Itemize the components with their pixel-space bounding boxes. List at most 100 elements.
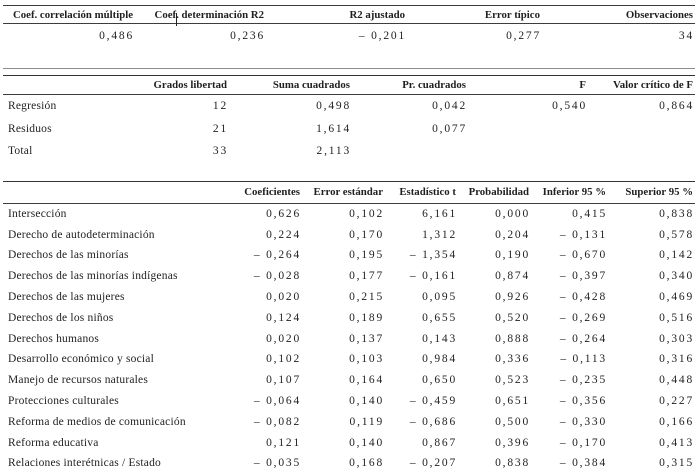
value-cell: 0,143 — [422, 332, 457, 345]
value-cell: 0,415 — [572, 207, 607, 220]
table-row: Protecciones culturales – 0,064 0,140 – … — [3, 391, 695, 412]
column-header: Probabilidad — [458, 181, 531, 204]
value-cell: 0,140 — [349, 395, 384, 408]
value-cell: 21 — [212, 122, 228, 135]
value-cell: 0,140 — [349, 436, 384, 449]
table-row: Derecho de autodeterminación 0,224 0,170… — [3, 224, 695, 245]
row-label: Manejo de recursos naturales — [8, 374, 149, 387]
document-page[interactable]: Coef. correlación múltiple Coef. determi… — [0, 5, 697, 474]
column-header: Coeficientes — [228, 181, 302, 204]
value-cell: 0,303 — [659, 332, 694, 345]
value-cell: 6,161 — [422, 207, 457, 220]
value-cell: 0,838 — [659, 207, 694, 220]
value-cell: 0,651 — [495, 395, 530, 408]
value-cell: 34 — [678, 30, 694, 42]
row-label: Reforma educativa — [8, 436, 99, 449]
value-cell: – 0,131 — [559, 228, 607, 241]
column-header: Estadístico t — [385, 181, 458, 204]
value-cell: 0,516 — [659, 311, 694, 324]
value-cell: 0,469 — [659, 291, 694, 304]
value-cell: 0,215 — [349, 291, 384, 304]
column-header: Grados libertad — [100, 75, 229, 95]
header-row: Coeficientes Error estándar Estadístico … — [3, 181, 695, 204]
value-cell: 0,020 — [266, 332, 301, 345]
value-cell: 0,020 — [266, 291, 301, 304]
value-cell: – 0,330 — [559, 415, 607, 428]
regression-summary-table: Coef. correlación múltiple Coef. determi… — [3, 5, 695, 69]
row-label: Total — [8, 145, 33, 158]
value-cell: 0,523 — [495, 374, 530, 387]
table-row: Reforma educativa 0,121 0,140 0,867 0,39… — [3, 432, 695, 453]
table-row: Total 33 2,113 — [3, 140, 695, 163]
value-cell: – 0,428 — [559, 291, 607, 304]
value-cell: 0,926 — [495, 291, 530, 304]
column-header: Valor crítico de F — [588, 75, 695, 95]
table-row: Derechos de los niños 0,124 0,189 0,655 … — [3, 307, 695, 328]
value-cell: 0,486 — [99, 30, 134, 42]
table-row: 0,486 0,236 – 0,201 0,277 34 — [3, 24, 695, 69]
column-header: Inferior 95 % — [531, 181, 608, 204]
value-cell: – 0,397 — [559, 270, 607, 283]
header-row: Grados libertad Suma cuadrados Pr. cuadr… — [3, 75, 695, 95]
coefficients-table: Coeficientes Error estándar Estadístico … — [3, 180, 695, 474]
value-cell: 0,102 — [349, 207, 384, 220]
header-row: Coef. correlación múltiple Coef. determi… — [3, 5, 695, 24]
row-label: Derechos de los niños — [8, 311, 114, 324]
value-cell: 0,000 — [495, 207, 530, 220]
value-cell: – 0,356 — [559, 395, 607, 408]
value-cell: 0,650 — [422, 374, 457, 387]
column-header: Error estándar — [302, 181, 385, 204]
row-label: Derechos de las minorías — [8, 249, 129, 262]
value-cell: 0,448 — [659, 374, 694, 387]
value-cell: 0,142 — [659, 249, 694, 262]
value-cell: 1,614 — [316, 122, 351, 135]
value-cell: 0,119 — [349, 415, 384, 428]
empty-header-cell — [3, 181, 228, 204]
value-cell: 0,177 — [349, 270, 384, 283]
row-label: Relaciones interétnicas / Estado — [8, 457, 161, 470]
value-cell — [588, 118, 695, 141]
value-cell: 0,224 — [266, 228, 301, 241]
value-cell: 0,102 — [266, 353, 301, 366]
value-cell: 0,124 — [266, 311, 301, 324]
value-cell: – 1,354 — [409, 249, 457, 262]
value-cell: 0,195 — [349, 249, 384, 262]
value-cell: 0,189 — [349, 311, 384, 324]
value-cell: 0,168 — [349, 457, 384, 470]
row-label: Derechos de las minorías indígenas — [8, 270, 178, 283]
value-cell: 0,888 — [495, 332, 530, 345]
value-cell: 0,166 — [659, 415, 694, 428]
value-cell: 0,107 — [266, 374, 301, 387]
value-cell: 0,984 — [422, 353, 457, 366]
value-cell: – 0,235 — [559, 374, 607, 387]
row-label: Intersección — [8, 207, 67, 220]
value-cell: – 0,064 — [253, 395, 301, 408]
table-row: Derechos de las minorías – 0,264 0,195 –… — [3, 245, 695, 266]
anova-table: Grados libertad Suma cuadrados Pr. cuadr… — [3, 75, 695, 163]
value-cell: 33 — [212, 145, 228, 158]
column-header: Pr. cuadrados — [352, 75, 468, 95]
table-row: Regresión 12 0,498 0,042 0,540 0,864 — [3, 95, 695, 118]
table-row: Derechos humanos 0,020 0,137 0,143 0,888… — [3, 328, 695, 349]
row-label: Desarrollo económico y social — [8, 353, 154, 366]
value-cell: – 0,201 — [358, 30, 406, 42]
table-row: Manejo de recursos naturales 0,107 0,164… — [3, 370, 695, 391]
value-cell: 0,095 — [422, 291, 457, 304]
column-header: Coef. determinación R2 — [135, 5, 266, 24]
value-cell: – 0,082 — [253, 415, 301, 428]
value-cell: 0,170 — [349, 228, 384, 241]
table-row: Reforma de medios de comunicación – 0,08… — [3, 411, 695, 432]
value-cell: – 0,264 — [253, 249, 301, 262]
value-cell: 0,227 — [659, 395, 694, 408]
value-cell: 0,874 — [495, 270, 530, 283]
table-row: Derechos de las mujeres 0,020 0,215 0,09… — [3, 287, 695, 308]
table-row: Residuos 21 1,614 0,077 — [3, 118, 695, 141]
table-row: Derechos de las minorías indígenas – 0,0… — [3, 266, 695, 287]
table-row: Desarrollo económico y social 0,102 0,10… — [3, 349, 695, 370]
value-cell: 0,316 — [659, 353, 694, 366]
value-cell: 0,540 — [552, 100, 587, 113]
value-cell — [588, 140, 695, 163]
value-cell: – 0,161 — [409, 270, 457, 283]
table-row: Intersección 0,626 0,102 6,161 0,000 0,4… — [3, 203, 695, 224]
value-cell: – 0,384 — [559, 457, 607, 470]
